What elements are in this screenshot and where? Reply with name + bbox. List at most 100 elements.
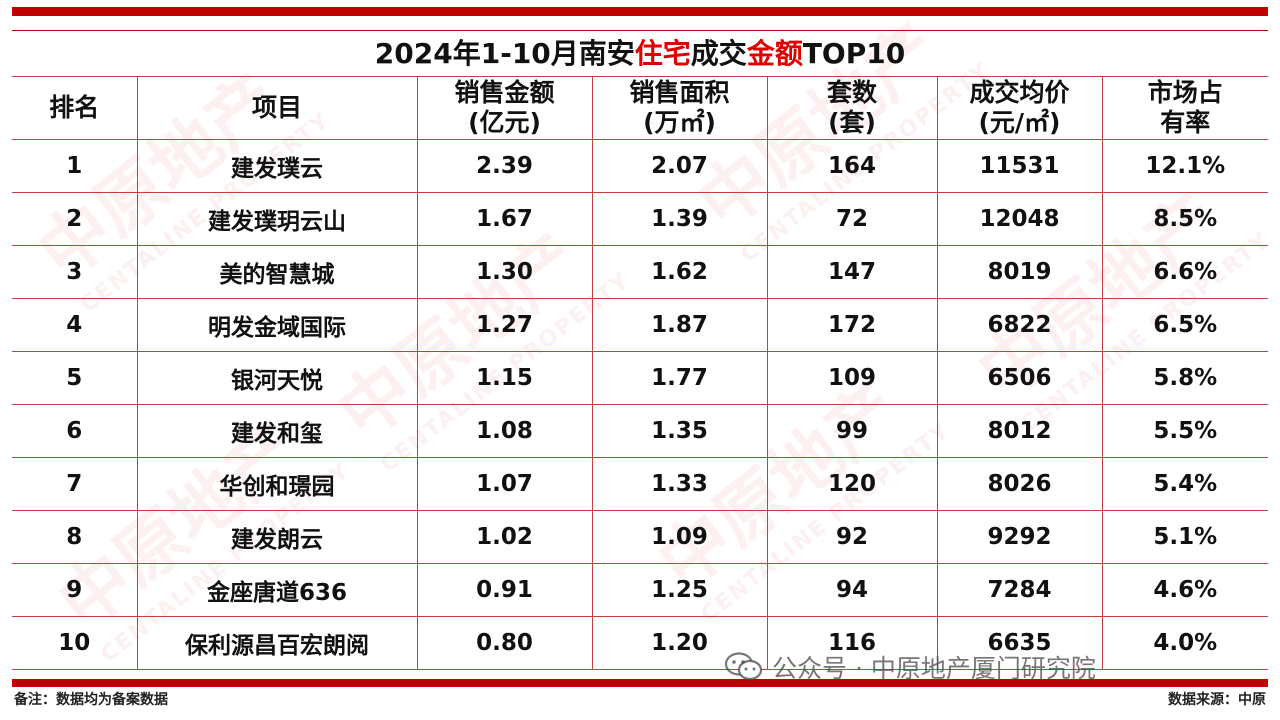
units-cell: 147 xyxy=(766,245,937,299)
rank-cell: 10 xyxy=(12,616,137,670)
units-cell: 120 xyxy=(766,457,937,511)
units-cell: 94 xyxy=(766,563,937,617)
market-share-cell: 8.5% xyxy=(1101,192,1268,246)
column-header-line: 排名 xyxy=(49,93,100,122)
table-row: 6 建发和玺 1.08 1.35 99 8012 5.5% xyxy=(12,404,1268,458)
table-row: 1 建发璞云 2.39 2.07 164 11531 12.1% xyxy=(12,139,1268,193)
column-header: 排名 xyxy=(12,76,137,140)
table-row: 4 明发金域国际 1.27 1.87 172 6822 6.5% xyxy=(12,298,1268,352)
sales-amount-cell: 1.30 xyxy=(416,245,592,299)
avg-price-cell: 9292 xyxy=(936,510,1102,564)
sales-area-cell: 1.39 xyxy=(591,192,767,246)
column-header-line: 套数 xyxy=(826,78,877,107)
top-red-bar xyxy=(12,7,1268,16)
units-cell: 164 xyxy=(766,139,937,193)
column-header: 市场占 有率 xyxy=(1101,76,1268,140)
title-part: TOP10 xyxy=(802,37,906,70)
avg-price-cell: 8026 xyxy=(936,457,1102,511)
avg-price-cell: 8019 xyxy=(936,245,1102,299)
project-cell: 保利源昌百宏朗阅 xyxy=(136,616,417,670)
wechat-icon xyxy=(724,652,763,681)
avg-price-cell: 11531 xyxy=(936,139,1102,193)
wechat-label: 公众号 · 中原地产厦门研究院 xyxy=(772,654,1096,683)
project-cell: 银河天悦 xyxy=(136,351,417,405)
table-header-row: 排名 项目 销售金额 (亿元) 销售面积 (万㎡) 套数 (套) 成交均价 (元/㎡) 市场占 有率 xyxy=(12,76,1268,140)
project-cell: 美的智慧城 xyxy=(136,245,417,299)
market-share-cell: 4.0% xyxy=(1101,616,1268,670)
avg-price-cell: 8012 xyxy=(936,404,1102,458)
title-part: 金额 xyxy=(746,37,803,70)
avg-price-cell: 6635 xyxy=(936,616,1102,670)
project-cell: 建发璞玥云山 xyxy=(136,192,417,246)
market-share-cell: 6.6% xyxy=(1101,245,1268,299)
column-header-unit: 有率 xyxy=(1160,108,1211,137)
table-row: 7 华创和璟园 1.07 1.33 120 8026 5.4% xyxy=(12,457,1268,511)
project-cell: 金座唐道636 xyxy=(136,563,417,617)
units-cell: 72 xyxy=(766,192,937,246)
rank-cell: 3 xyxy=(12,245,137,299)
rank-cell: 8 xyxy=(12,510,137,564)
sales-amount-cell: 1.08 xyxy=(416,404,592,458)
table-row: 10 保利源昌百宏朗阅 0.80 1.20 116 6635 4.0% xyxy=(12,616,1268,670)
table-row: 5 银河天悦 1.15 1.77 109 6506 5.8% xyxy=(12,351,1268,405)
sales-area-cell: 1.62 xyxy=(591,245,767,299)
table-row: 8 建发朗云 1.02 1.09 92 9292 5.1% xyxy=(12,510,1268,564)
units-cell: 92 xyxy=(766,510,937,564)
sales-area-cell: 1.09 xyxy=(591,510,767,564)
avg-price-cell: 6506 xyxy=(936,351,1102,405)
market-share-cell: 4.6% xyxy=(1101,563,1268,617)
rank-cell: 6 xyxy=(12,404,137,458)
column-header-line: 成交均价 xyxy=(969,78,1070,107)
market-share-cell: 5.4% xyxy=(1101,457,1268,511)
market-share-cell: 6.5% xyxy=(1101,298,1268,352)
sales-amount-cell: 1.27 xyxy=(416,298,592,352)
avg-price-cell: 6822 xyxy=(936,298,1102,352)
rank-cell: 1 xyxy=(12,139,137,193)
column-header-line: 销售面积 xyxy=(629,78,730,107)
column-header-line: 项目 xyxy=(251,93,302,122)
column-header-line: 市场占 xyxy=(1147,78,1223,107)
units-cell: 116 xyxy=(766,616,937,670)
top-red-line xyxy=(12,30,1268,31)
sales-amount-cell: 1.07 xyxy=(416,457,592,511)
project-cell: 建发朗云 xyxy=(136,510,417,564)
page-title: 2024年1-10月南安住宅成交金额TOP10 xyxy=(12,32,1268,76)
sales-area-cell: 1.87 xyxy=(591,298,767,352)
table-row: 2 建发璞玥云山 1.67 1.39 72 12048 8.5% xyxy=(12,192,1268,246)
market-share-cell: 5.5% xyxy=(1101,404,1268,458)
units-cell: 109 xyxy=(766,351,937,405)
sales-area-cell: 1.77 xyxy=(591,351,767,405)
sales-amount-cell: 2.39 xyxy=(416,139,592,193)
column-header-line: 销售金额 xyxy=(454,78,555,107)
table-row: 9 金座唐道636 0.91 1.25 94 7284 4.6% xyxy=(12,563,1268,617)
column-header: 项目 xyxy=(136,76,417,140)
avg-price-cell: 12048 xyxy=(936,192,1102,246)
rank-cell: 5 xyxy=(12,351,137,405)
column-header: 销售面积 (万㎡) xyxy=(591,76,767,140)
table-row: 3 美的智慧城 1.30 1.62 147 8019 6.6% xyxy=(12,245,1268,299)
sales-area-cell: 1.20 xyxy=(591,616,767,670)
rank-cell: 2 xyxy=(12,192,137,246)
sales-area-cell: 1.25 xyxy=(591,563,767,617)
rank-cell: 9 xyxy=(12,563,137,617)
project-cell: 建发璞云 xyxy=(136,139,417,193)
project-cell: 明发金域国际 xyxy=(136,298,417,352)
wechat-watermark: 公众号 · 中原地产厦门研究院 xyxy=(724,650,1096,684)
column-header-unit: (元/㎡) xyxy=(978,108,1061,137)
column-header: 套数 (套) xyxy=(766,76,937,140)
sales-area-cell: 1.33 xyxy=(591,457,767,511)
market-share-cell: 5.1% xyxy=(1101,510,1268,564)
title-part: 2024年1-10月南安 xyxy=(374,37,635,70)
footer-source: 数据来源：中原 xyxy=(1168,692,1266,708)
rank-cell: 4 xyxy=(12,298,137,352)
sales-amount-cell: 0.91 xyxy=(416,563,592,617)
sales-amount-cell: 1.15 xyxy=(416,351,592,405)
project-cell: 建发和玺 xyxy=(136,404,417,458)
avg-price-cell: 7284 xyxy=(936,563,1102,617)
units-cell: 172 xyxy=(766,298,937,352)
rank-cell: 7 xyxy=(12,457,137,511)
column-header-unit: (万㎡) xyxy=(643,108,716,137)
sales-area-cell: 1.35 xyxy=(591,404,767,458)
market-share-cell: 5.8% xyxy=(1101,351,1268,405)
units-cell: 99 xyxy=(766,404,937,458)
